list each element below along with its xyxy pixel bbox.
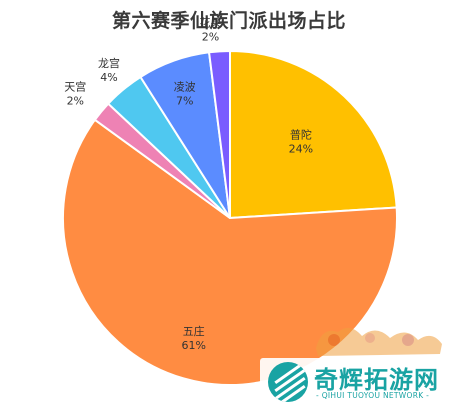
slice-label-percent: 4%	[100, 71, 117, 84]
slice-label-percent: 2%	[67, 95, 84, 108]
slice-label-name: 花果	[200, 17, 222, 30]
slice-label-percent: 2%	[202, 31, 219, 44]
slice-label-name: 普陀	[290, 128, 312, 142]
site-watermark-tagline: - QIHUI TUOYOU NETWORK -	[316, 391, 430, 400]
slice-label-name: 龙宫	[98, 56, 120, 70]
slice-label-name: 五庄	[183, 324, 205, 338]
site-logo-icon	[268, 362, 308, 402]
pie-slice-6	[207, 49, 231, 219]
slice-label-name: 天宫	[64, 80, 86, 94]
site-watermark-brand: 奇辉拓游网	[314, 366, 439, 394]
game-logo-watermark	[316, 327, 442, 356]
slice-label-percent: 61%	[181, 339, 205, 352]
pie-slice-2	[62, 118, 398, 386]
slice-label-percent: 24%	[289, 143, 313, 156]
chart-title: 第六赛季仙族门派出场占比	[111, 10, 346, 32]
pie-slices	[62, 49, 398, 386]
slice-label-name: 凌波	[174, 79, 196, 93]
pie-slice-1	[229, 49, 398, 220]
site-watermark: 奇辉拓游网 - QIHUI TUOYOU NETWORK -	[260, 358, 456, 408]
slice-label-percent: 7%	[176, 94, 193, 107]
